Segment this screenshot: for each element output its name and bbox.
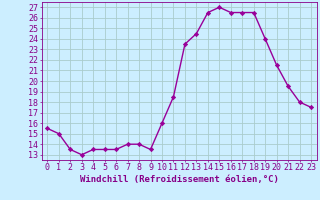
X-axis label: Windchill (Refroidissement éolien,°C): Windchill (Refroidissement éolien,°C) (80, 175, 279, 184)
